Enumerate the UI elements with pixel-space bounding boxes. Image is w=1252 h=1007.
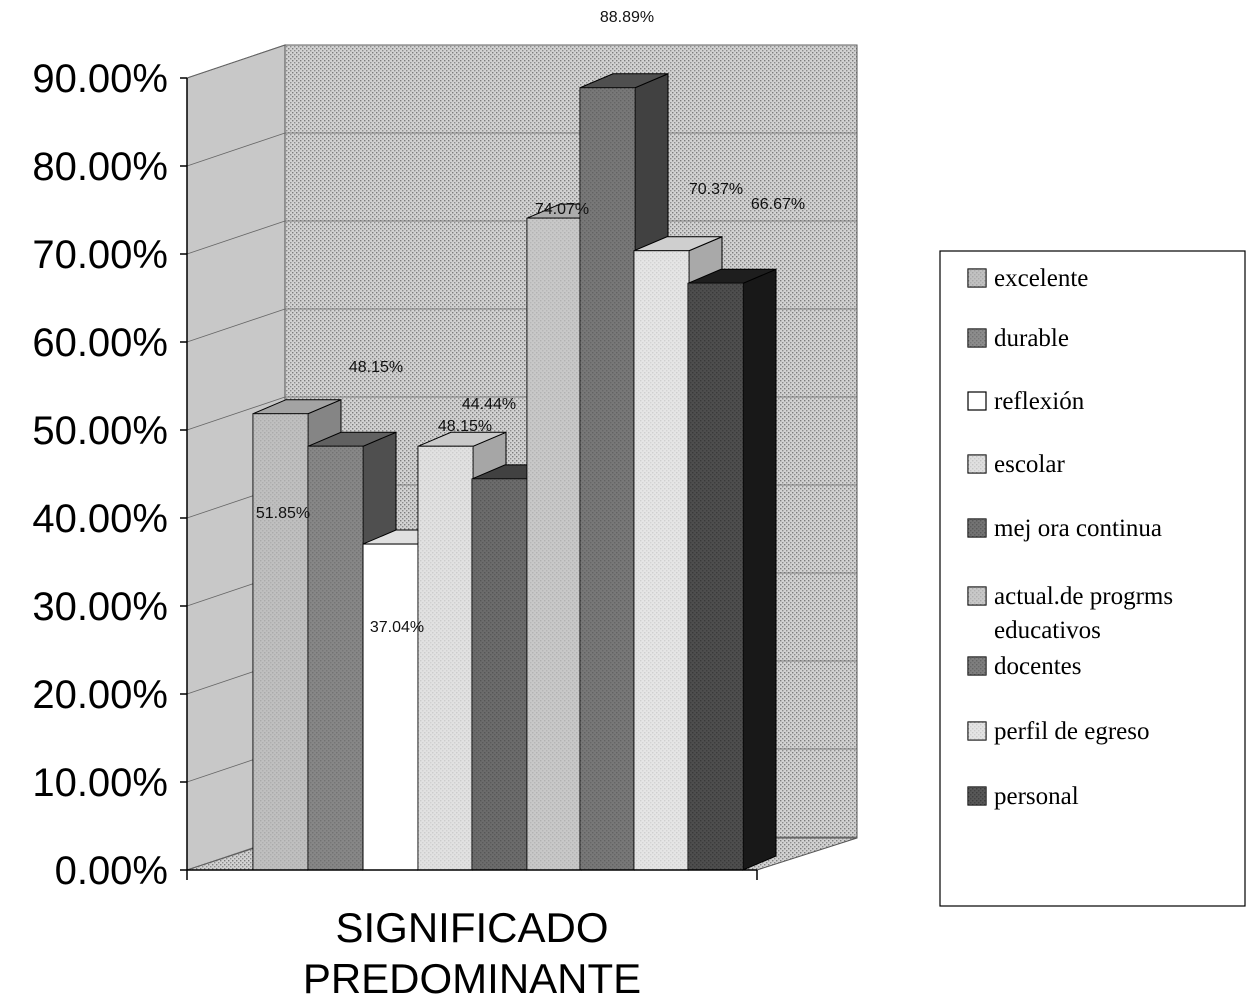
data-label: 70.37% [689, 181, 743, 198]
y-tick-label: 80.00% [32, 145, 168, 189]
legend-label: personal [994, 783, 1079, 810]
legend-item-0: excelente [967, 265, 1088, 292]
bar-side-face [742, 268, 777, 871]
y-tick-label: 90.00% [32, 57, 168, 101]
legend-swatch-texture [968, 519, 986, 537]
legend: excelente durable reflexión escolar mej ora … [967, 265, 1173, 810]
legend-swatch-texture [968, 787, 986, 805]
y-tick-label: 0.00% [55, 849, 168, 893]
y-tick-label: 20.00% [32, 673, 168, 717]
legend-item-3: escolar [967, 451, 1065, 478]
legend-label: excelente [994, 265, 1088, 292]
legend-label: educativos [994, 617, 1101, 644]
gridline-side [186, 308, 286, 343]
bar-texture [253, 413, 308, 870]
bar-texture [634, 250, 689, 870]
y-tick-label: 10.00% [32, 761, 168, 805]
bar-texture [418, 446, 473, 870]
legend-item-7: perfil de egreso [967, 718, 1149, 745]
legend-label: docentes [994, 653, 1081, 680]
gridline-side [186, 220, 286, 255]
legend-item-2: reflexión [967, 388, 1085, 415]
gridline-side [186, 132, 286, 167]
legend-label: durable [994, 325, 1069, 352]
data-label: 48.15% [438, 418, 492, 435]
data-label: 37.04% [370, 619, 424, 636]
data-labels: 51.85% 48.15% 37.04% 48.15% 44.44% 74.07% 88.8… [256, 9, 805, 636]
bar-texture [308, 446, 363, 870]
legend-swatch-texture [968, 329, 986, 347]
legend-box [939, 250, 1246, 907]
legend-swatch-texture [968, 455, 986, 473]
bar-texture [527, 218, 582, 870]
gridline-side [186, 44, 286, 79]
legend-swatch-texture [968, 657, 986, 675]
legend-item-1: durable [967, 325, 1069, 352]
legend-label: mej ora continua [994, 515, 1162, 542]
bar-texture [472, 478, 527, 870]
bar-texture [688, 283, 743, 871]
data-label: 88.89% [600, 9, 654, 26]
data-label: 48.15% [349, 359, 403, 376]
gridline-side [186, 396, 286, 431]
x-category-label-line2: PREDOMINANTE [303, 955, 641, 1002]
legend-label: reflexión [994, 388, 1085, 415]
legend-label: actual.de progrms [994, 583, 1173, 610]
legend-item-4: mej ora continua [967, 515, 1162, 542]
legend-label: escolar [994, 451, 1065, 478]
y-tick-label: 40.00% [32, 497, 168, 541]
bar-front-face [362, 543, 419, 871]
legend-label: perfil de egreso [994, 718, 1149, 745]
legend-item-5: actual.de progrms educativos [967, 583, 1173, 644]
legend-swatch [967, 391, 987, 411]
legend-swatch-texture [968, 722, 986, 740]
y-tick-label: 60.00% [32, 321, 168, 365]
bars [252, 73, 777, 871]
data-label: 51.85% [256, 505, 310, 522]
legend-item-8: personal [967, 783, 1079, 810]
x-category-label-line1: SIGNIFICADO [335, 904, 608, 951]
legend-item-6: docentes [967, 653, 1081, 680]
bar-8 [687, 268, 777, 871]
y-tick-label: 30.00% [32, 585, 168, 629]
data-label: 66.67% [751, 196, 805, 213]
data-label: 74.07% [535, 201, 589, 218]
bar-texture [580, 87, 635, 870]
legend-swatch-texture [968, 269, 986, 287]
data-label: 44.44% [462, 396, 516, 413]
y-axis-ticks: 0.00% 10.00% 20.00% 30.00% 40.00% 50.00% 60.00… [32, 57, 187, 893]
y-tick-label: 50.00% [32, 409, 168, 453]
legend-swatch-texture [968, 587, 986, 605]
y-tick-label: 70.00% [32, 233, 168, 277]
